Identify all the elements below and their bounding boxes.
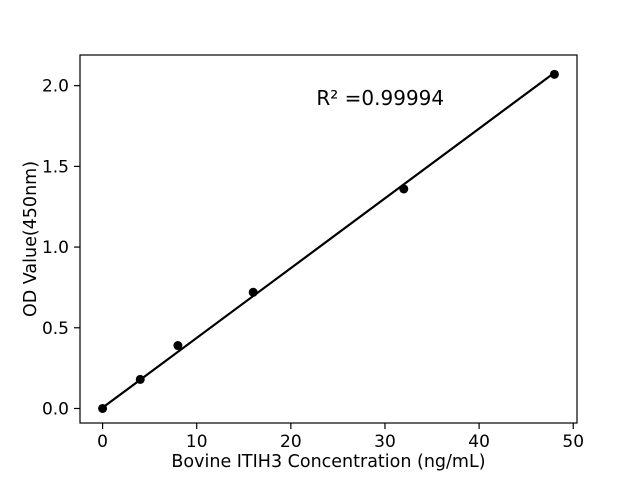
x-tick-label: 50 bbox=[562, 432, 584, 452]
fit-line bbox=[101, 71, 556, 409]
r-squared-annotation: R² =0.99994 bbox=[316, 86, 444, 110]
data-point bbox=[98, 403, 108, 413]
data-point bbox=[549, 69, 559, 79]
x-tick-label: 0 bbox=[97, 432, 108, 452]
axis-ticks: 0 10 20 30 40 50 0.0 0.5 1.0 1.5 2.0 bbox=[42, 77, 584, 452]
x-tick-label: 10 bbox=[186, 432, 208, 452]
data-series bbox=[98, 69, 559, 413]
x-axis-label: Bovine ITIH3 Concentration (ng/mL) bbox=[171, 452, 485, 472]
y-tick-label: 1.0 bbox=[42, 238, 69, 258]
data-point bbox=[135, 374, 145, 384]
x-tick-label: 30 bbox=[374, 432, 396, 452]
y-tick-label: 0.0 bbox=[42, 399, 69, 419]
data-point bbox=[248, 287, 258, 297]
y-tick-label: 1.5 bbox=[42, 157, 69, 177]
y-tick-label: 2.0 bbox=[42, 77, 69, 97]
y-axis-label: OD Value(450nm) bbox=[21, 161, 41, 317]
x-tick-label: 40 bbox=[468, 432, 490, 452]
y-tick-label: 0.5 bbox=[42, 319, 69, 339]
data-point bbox=[173, 341, 183, 351]
data-point bbox=[399, 184, 409, 194]
x-tick-label: 20 bbox=[280, 432, 302, 452]
